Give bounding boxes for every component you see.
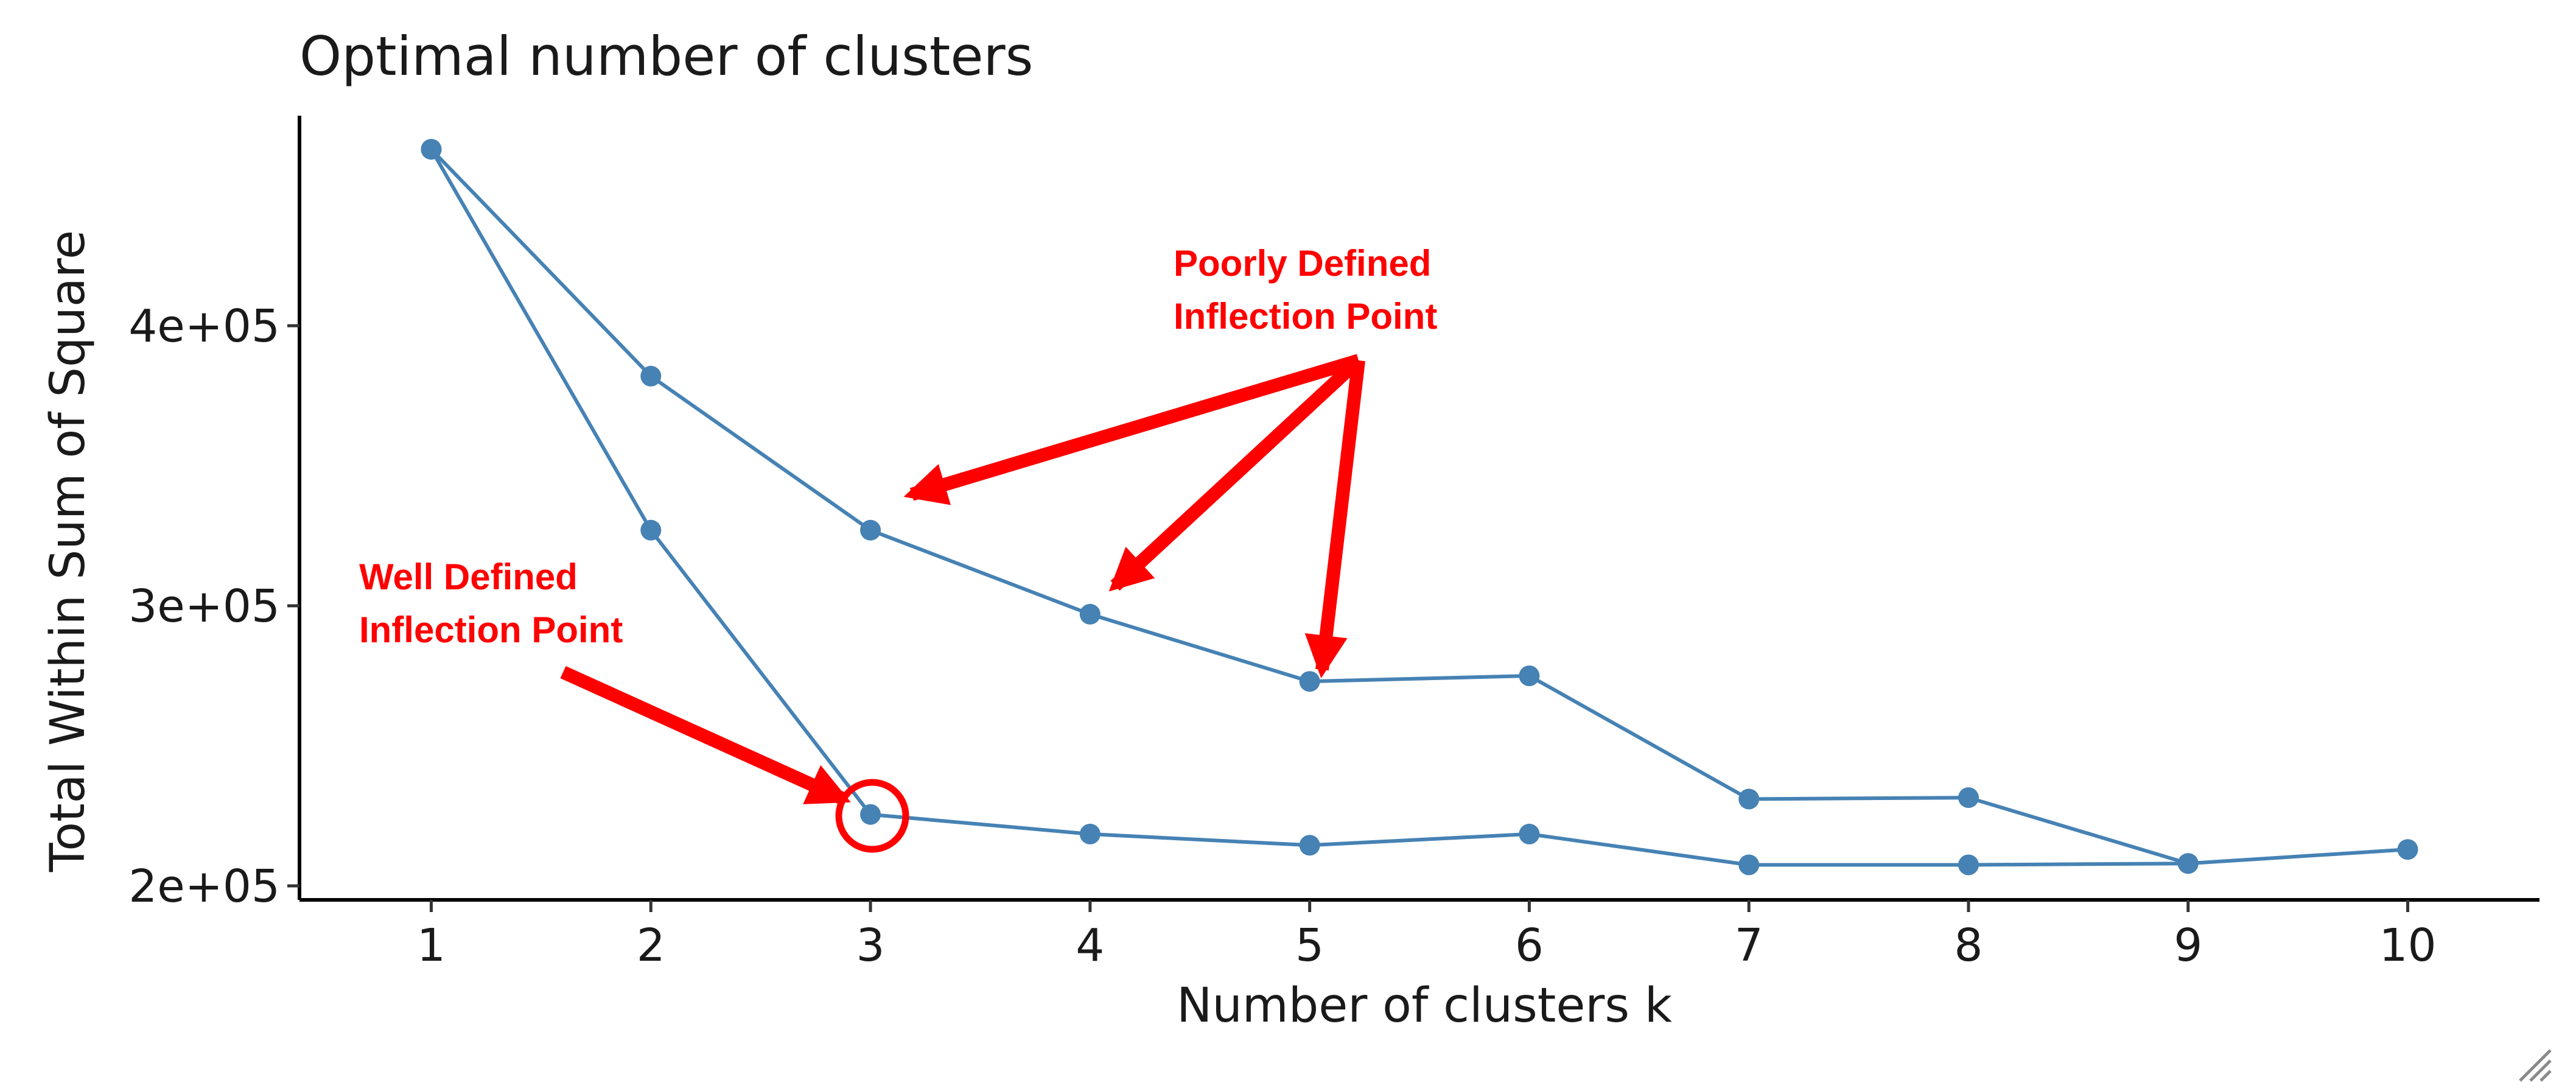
annotations: Well Defined Inflection Point Poorly Def… <box>359 243 1437 853</box>
series-1-point <box>860 519 881 541</box>
series-2-point <box>1079 823 1101 844</box>
series-1-point <box>640 365 662 387</box>
series-1-point <box>1079 603 1101 625</box>
y-axis-label: Total Within Sum of Square <box>41 230 96 872</box>
series-2-point <box>640 519 662 541</box>
x-tick-label: 3 <box>856 919 884 972</box>
series-1-point <box>1519 665 1540 686</box>
chart-title: Optimal number of clusters <box>299 25 1034 88</box>
series-2-point <box>421 139 442 160</box>
well-defined-label-line1: Well Defined <box>359 556 578 597</box>
x-tick-label: 7 <box>1735 919 1763 972</box>
x-tick-label: 10 <box>2379 919 2436 972</box>
series-2-point <box>1738 854 1760 876</box>
y-axis: 2e+05 3e+05 4e+05 <box>128 116 301 913</box>
resize-grip-icon[interactable] <box>2519 1049 2552 1082</box>
y-tick-label: 2e+05 <box>128 860 280 913</box>
x-tick-label: 5 <box>1295 919 1324 972</box>
series-2-point <box>1958 854 1979 876</box>
poorly-defined-arrow-k5 <box>1304 359 1365 678</box>
poorly-defined-arrow-k3 <box>903 354 1361 505</box>
series-1-point <box>2397 839 2418 860</box>
well-defined-highlight-circle <box>835 779 909 853</box>
x-tick-label: 1 <box>417 919 446 972</box>
x-tick-label: 8 <box>1954 919 1983 972</box>
y-tick-label: 4e+05 <box>128 300 280 353</box>
poorly-defined-arrow-k4 <box>1108 355 1363 592</box>
x-axis: 1 2 3 4 5 6 7 8 9 10 <box>299 898 2539 972</box>
poorly-defined-label-line2: Inflection Point <box>1174 296 1437 337</box>
series-1-point <box>1299 671 1320 692</box>
x-axis-label: Number of clusters k <box>1177 978 1672 1033</box>
series-1-line <box>430 148 2408 866</box>
series-1-point <box>1958 787 1979 809</box>
series-2-point <box>2177 853 2199 874</box>
x-tick-label: 9 <box>2174 919 2202 972</box>
well-defined-label-line2: Inflection Point <box>359 609 623 650</box>
series-2-point <box>860 804 881 825</box>
x-tick-label: 6 <box>1515 919 1544 972</box>
poorly-defined-label-line1: Poorly Defined <box>1174 243 1431 284</box>
series-2-point <box>1519 823 1540 844</box>
x-tick-label: 2 <box>637 919 665 972</box>
series-2-point <box>1299 835 1320 856</box>
x-tick-label: 4 <box>1076 919 1104 972</box>
series-layer <box>421 139 2418 876</box>
well-defined-arrow <box>560 665 851 805</box>
series-1-point <box>1738 788 1760 810</box>
y-tick-label: 3e+05 <box>128 580 280 633</box>
